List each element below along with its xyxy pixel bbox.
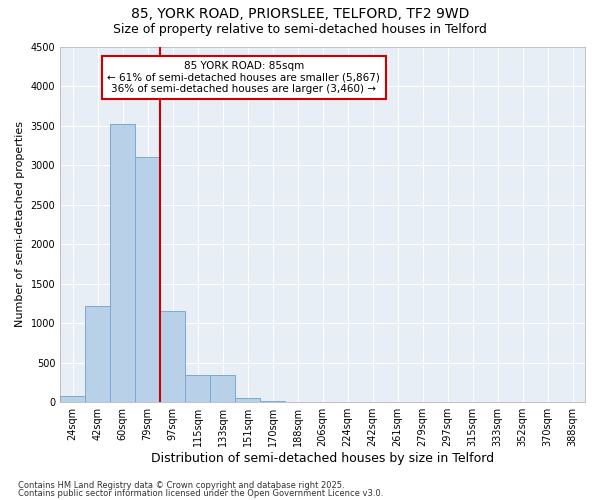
Bar xyxy=(185,376,210,402)
Bar xyxy=(60,396,85,402)
Bar xyxy=(110,124,135,402)
Bar xyxy=(235,398,260,402)
Bar xyxy=(160,310,185,402)
Bar xyxy=(135,157,160,402)
Text: Contains HM Land Registry data © Crown copyright and database right 2025.: Contains HM Land Registry data © Crown c… xyxy=(18,480,344,490)
Text: 85, YORK ROAD, PRIORSLEE, TELFORD, TF2 9WD: 85, YORK ROAD, PRIORSLEE, TELFORD, TF2 9… xyxy=(131,8,469,22)
Bar xyxy=(260,400,285,402)
Y-axis label: Number of semi-detached properties: Number of semi-detached properties xyxy=(15,122,25,328)
Bar xyxy=(210,376,235,402)
Text: Contains public sector information licensed under the Open Government Licence v3: Contains public sector information licen… xyxy=(18,489,383,498)
Bar xyxy=(85,306,110,402)
Text: 85 YORK ROAD: 85sqm
← 61% of semi-detached houses are smaller (5,867)
36% of sem: 85 YORK ROAD: 85sqm ← 61% of semi-detach… xyxy=(107,60,380,94)
Text: Size of property relative to semi-detached houses in Telford: Size of property relative to semi-detach… xyxy=(113,22,487,36)
X-axis label: Distribution of semi-detached houses by size in Telford: Distribution of semi-detached houses by … xyxy=(151,452,494,465)
